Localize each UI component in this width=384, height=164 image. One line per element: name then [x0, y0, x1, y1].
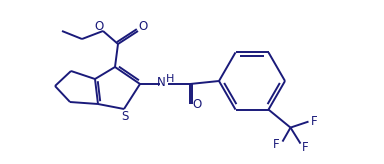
Text: F: F [311, 115, 318, 128]
Text: O: O [138, 20, 147, 33]
Text: O: O [94, 20, 104, 32]
Text: H: H [166, 74, 174, 84]
Text: F: F [273, 138, 280, 151]
Text: O: O [192, 99, 202, 112]
Text: F: F [302, 141, 309, 154]
Text: S: S [121, 111, 129, 123]
Text: N: N [157, 75, 166, 89]
